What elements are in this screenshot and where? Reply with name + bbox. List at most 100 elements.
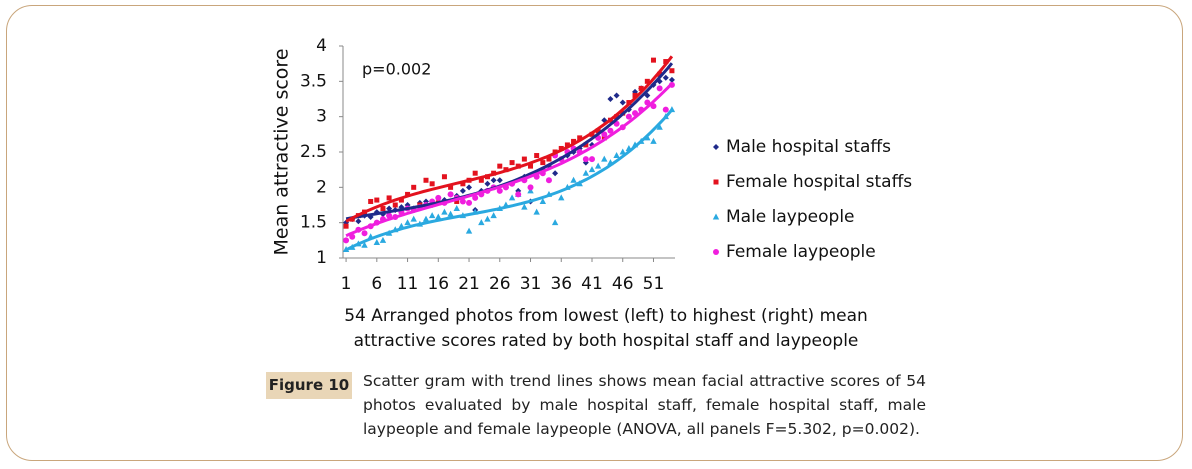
x-tick-label: 16 bbox=[427, 274, 449, 294]
point bbox=[447, 210, 454, 217]
point bbox=[484, 215, 491, 222]
legend-marker bbox=[712, 213, 720, 220]
point bbox=[368, 198, 374, 204]
legend-label: Male laypeople bbox=[726, 207, 855, 227]
point bbox=[539, 197, 547, 204]
point bbox=[607, 127, 614, 134]
point bbox=[540, 160, 546, 166]
legend-label: Female hospital staffs bbox=[726, 172, 912, 192]
x-tick-label: 21 bbox=[458, 274, 480, 294]
y-tick-label: 2.5 bbox=[300, 142, 327, 162]
y-tick-label: 2 bbox=[316, 177, 327, 197]
point bbox=[496, 187, 503, 194]
point bbox=[490, 212, 497, 219]
point bbox=[607, 96, 614, 102]
point bbox=[490, 177, 497, 184]
point bbox=[527, 187, 534, 194]
frame bbox=[6, 5, 1183, 461]
point bbox=[589, 156, 595, 163]
x-tick-label: 11 bbox=[397, 274, 419, 294]
x-tick-label: 41 bbox=[581, 274, 603, 294]
point bbox=[657, 71, 663, 77]
point bbox=[662, 106, 669, 113]
point bbox=[380, 206, 386, 212]
trend-line bbox=[345, 62, 674, 221]
point bbox=[521, 203, 528, 210]
point bbox=[601, 131, 608, 138]
point bbox=[411, 184, 417, 190]
point bbox=[515, 191, 522, 198]
point bbox=[650, 137, 657, 144]
x-axis-title: attractive scores rated by both hospital… bbox=[354, 331, 859, 351]
x-tick-label: 36 bbox=[550, 274, 572, 294]
point bbox=[466, 199, 473, 206]
point bbox=[361, 230, 368, 237]
x-tick-label: 31 bbox=[520, 274, 542, 294]
point bbox=[465, 227, 473, 234]
legend-label: Male hospital staffs bbox=[726, 137, 891, 157]
point bbox=[472, 170, 478, 176]
point bbox=[582, 169, 590, 176]
point bbox=[613, 92, 620, 99]
point bbox=[551, 219, 559, 226]
point bbox=[656, 123, 663, 130]
point bbox=[571, 138, 577, 144]
point bbox=[453, 205, 460, 212]
point bbox=[644, 78, 650, 84]
legend-marker bbox=[713, 144, 719, 150]
point bbox=[534, 153, 540, 159]
x-axis-title: 54 Arranged photos from lowest (left) to… bbox=[344, 306, 868, 326]
point bbox=[669, 68, 675, 74]
trend-line bbox=[345, 82, 673, 238]
point bbox=[546, 156, 552, 162]
point bbox=[448, 184, 454, 190]
point bbox=[625, 113, 632, 120]
trend-line bbox=[345, 108, 674, 252]
point bbox=[405, 191, 411, 197]
y-tick-label: 1 bbox=[316, 248, 327, 268]
point bbox=[552, 170, 559, 177]
y-tick-label: 3 bbox=[316, 107, 327, 127]
point bbox=[656, 85, 663, 92]
point bbox=[441, 174, 447, 180]
point bbox=[588, 166, 596, 173]
point bbox=[570, 176, 577, 183]
point bbox=[595, 128, 601, 134]
point bbox=[410, 215, 417, 222]
point bbox=[619, 148, 626, 155]
point bbox=[533, 208, 540, 215]
point bbox=[582, 156, 589, 163]
point bbox=[668, 76, 675, 83]
x-tick-label: 46 bbox=[612, 274, 634, 294]
point bbox=[558, 194, 565, 201]
point bbox=[441, 208, 448, 215]
legend-marker bbox=[713, 179, 719, 185]
point bbox=[619, 99, 626, 106]
point bbox=[343, 237, 350, 244]
y-axis-title: Mean attractive score bbox=[271, 48, 293, 255]
point bbox=[404, 219, 411, 226]
point bbox=[662, 74, 669, 81]
point bbox=[478, 177, 484, 183]
point bbox=[435, 194, 442, 201]
point bbox=[663, 59, 669, 65]
point bbox=[509, 160, 515, 166]
point bbox=[472, 194, 479, 201]
point bbox=[428, 212, 436, 219]
y-tick-label: 4 bbox=[316, 36, 327, 56]
point bbox=[577, 135, 583, 141]
x-tick-label: 1 bbox=[341, 274, 352, 294]
point bbox=[650, 57, 656, 63]
point bbox=[386, 195, 392, 201]
point bbox=[343, 223, 349, 229]
point bbox=[521, 156, 527, 162]
point bbox=[355, 218, 362, 225]
point bbox=[601, 155, 608, 162]
point bbox=[496, 177, 503, 184]
point bbox=[373, 238, 381, 245]
x-tick-label: 51 bbox=[643, 274, 665, 294]
point bbox=[349, 233, 356, 240]
point bbox=[374, 197, 380, 203]
point bbox=[638, 85, 644, 91]
